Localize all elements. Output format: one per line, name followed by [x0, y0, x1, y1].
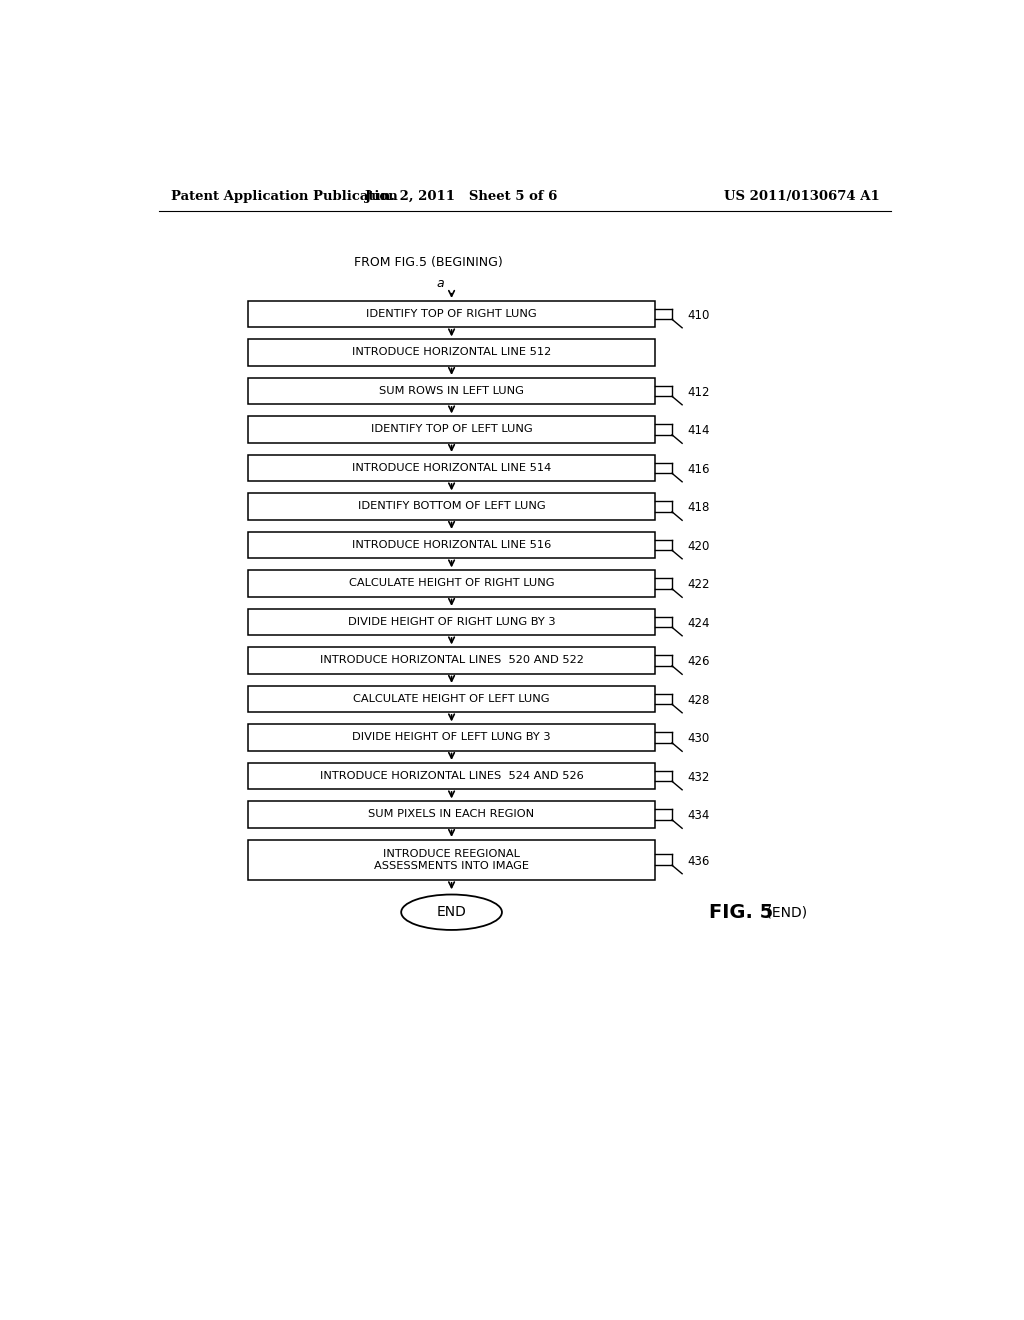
- Text: 418: 418: [687, 502, 710, 515]
- Text: CALCULATE HEIGHT OF LEFT LUNG: CALCULATE HEIGHT OF LEFT LUNG: [353, 694, 550, 704]
- FancyBboxPatch shape: [248, 301, 655, 327]
- Text: 432: 432: [687, 771, 710, 784]
- Text: INTRODUCE HORIZONTAL LINES  520 AND 522: INTRODUCE HORIZONTAL LINES 520 AND 522: [319, 656, 584, 665]
- FancyBboxPatch shape: [248, 416, 655, 442]
- Text: INTRODUCE HORIZONTAL LINE 516: INTRODUCE HORIZONTAL LINE 516: [352, 540, 551, 550]
- Text: 414: 414: [687, 425, 710, 437]
- Text: CALCULATE HEIGHT OF RIGHT LUNG: CALCULATE HEIGHT OF RIGHT LUNG: [349, 578, 554, 589]
- Text: (END): (END): [762, 906, 807, 919]
- FancyBboxPatch shape: [248, 609, 655, 635]
- Text: 410: 410: [687, 309, 710, 322]
- Text: FROM FIG.5 (BEGINING): FROM FIG.5 (BEGINING): [354, 256, 503, 269]
- Text: FIG. 5: FIG. 5: [710, 903, 773, 921]
- FancyBboxPatch shape: [248, 532, 655, 558]
- Text: 436: 436: [687, 855, 710, 869]
- Text: SUM PIXELS IN EACH REGION: SUM PIXELS IN EACH REGION: [369, 809, 535, 820]
- Text: 424: 424: [687, 616, 710, 630]
- FancyBboxPatch shape: [248, 763, 655, 789]
- Text: DIVIDE HEIGHT OF RIGHT LUNG BY 3: DIVIDE HEIGHT OF RIGHT LUNG BY 3: [348, 616, 555, 627]
- Text: IDENTIFY TOP OF LEFT LUNG: IDENTIFY TOP OF LEFT LUNG: [371, 425, 532, 434]
- FancyBboxPatch shape: [248, 647, 655, 673]
- Text: IDENTIFY BOTTOM OF LEFT LUNG: IDENTIFY BOTTOM OF LEFT LUNG: [357, 502, 546, 511]
- FancyBboxPatch shape: [248, 339, 655, 366]
- FancyBboxPatch shape: [248, 840, 655, 880]
- Text: 412: 412: [687, 385, 710, 399]
- FancyBboxPatch shape: [248, 686, 655, 711]
- FancyBboxPatch shape: [248, 494, 655, 520]
- FancyBboxPatch shape: [248, 378, 655, 404]
- Text: INTRODUCE REEGIONAL
ASSESSMENTS INTO IMAGE: INTRODUCE REEGIONAL ASSESSMENTS INTO IMA…: [374, 849, 529, 871]
- Text: SUM ROWS IN LEFT LUNG: SUM ROWS IN LEFT LUNG: [379, 385, 524, 396]
- Text: 422: 422: [687, 578, 710, 591]
- Text: Patent Application Publication: Patent Application Publication: [171, 190, 397, 203]
- Text: 420: 420: [687, 540, 710, 553]
- Text: a: a: [436, 277, 443, 289]
- Text: INTRODUCE HORIZONTAL LINE 514: INTRODUCE HORIZONTAL LINE 514: [352, 463, 551, 473]
- Text: 416: 416: [687, 463, 710, 477]
- FancyBboxPatch shape: [248, 801, 655, 828]
- Text: DIVIDE HEIGHT OF LEFT LUNG BY 3: DIVIDE HEIGHT OF LEFT LUNG BY 3: [352, 733, 551, 742]
- Text: INTRODUCE HORIZONTAL LINE 512: INTRODUCE HORIZONTAL LINE 512: [352, 347, 551, 358]
- FancyBboxPatch shape: [248, 725, 655, 751]
- Text: END: END: [436, 906, 467, 919]
- Text: 428: 428: [687, 694, 710, 708]
- Ellipse shape: [401, 895, 502, 929]
- Text: Jun. 2, 2011   Sheet 5 of 6: Jun. 2, 2011 Sheet 5 of 6: [366, 190, 557, 203]
- Text: US 2011/0130674 A1: US 2011/0130674 A1: [724, 190, 880, 203]
- FancyBboxPatch shape: [248, 455, 655, 480]
- Text: 426: 426: [687, 656, 710, 668]
- Text: 434: 434: [687, 809, 710, 822]
- Text: INTRODUCE HORIZONTAL LINES  524 AND 526: INTRODUCE HORIZONTAL LINES 524 AND 526: [319, 771, 584, 781]
- FancyBboxPatch shape: [248, 570, 655, 597]
- Text: IDENTIFY TOP OF RIGHT LUNG: IDENTIFY TOP OF RIGHT LUNG: [367, 309, 537, 319]
- Text: 430: 430: [687, 733, 710, 746]
